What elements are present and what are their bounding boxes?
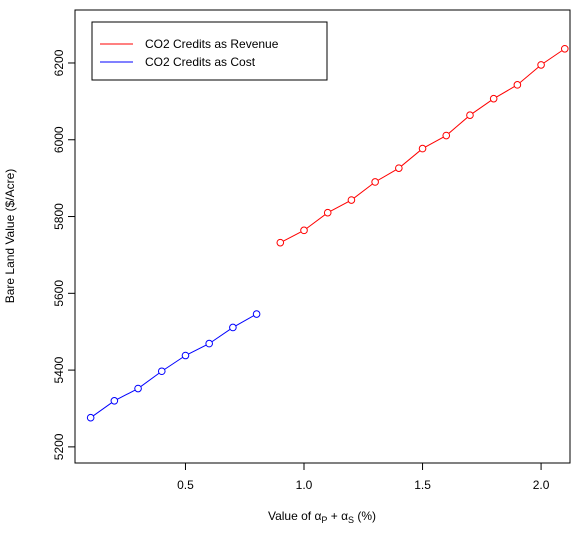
point [205,339,213,348]
x-label-part: P [321,515,327,525]
point [110,397,119,405]
x-label-part: S [348,515,354,525]
x-label-part: Value of [268,509,314,523]
point [560,44,569,53]
point [537,61,545,69]
y-tick-label: 5200 [52,433,66,460]
x-label-part: (%) [354,509,376,523]
legend-box [91,21,328,81]
point [86,413,95,422]
legend-label: CO2 Credits as Cost [145,55,256,69]
x-label-part: α [341,509,348,523]
x-tick-label: 2.0 [533,478,550,492]
point [157,367,166,376]
point [395,164,403,172]
point [513,81,522,89]
series-line [90,313,257,419]
x-tick-label: 1.0 [296,478,313,492]
y-tick-label: 6200 [52,49,66,76]
point [347,196,356,204]
x-tick-label: 1.5 [414,478,431,492]
point [371,178,379,186]
y-axis-label: Bare Land Value ($/Acre) [3,169,17,304]
point [181,351,190,360]
x-label-part: α [314,509,321,523]
x-label-part: + [327,509,341,523]
y-tick-label: 5600 [52,280,66,307]
y-tick-label: 5800 [52,203,66,230]
plot-box [74,9,571,464]
point [276,238,285,247]
point [418,144,427,153]
y-tick-label: 6000 [52,126,66,153]
point [442,131,451,140]
point [229,323,237,332]
y-tick-label: 5400 [52,356,66,383]
point [300,226,308,235]
legend-label: CO2 Credits as Revenue [145,37,279,51]
point [466,111,474,119]
point [323,208,332,217]
x-tick-label: 0.5 [177,478,194,492]
point [134,384,142,393]
point [252,310,261,318]
point [489,94,498,103]
x-axis-label: Value of αP + αS (%) [268,509,376,525]
